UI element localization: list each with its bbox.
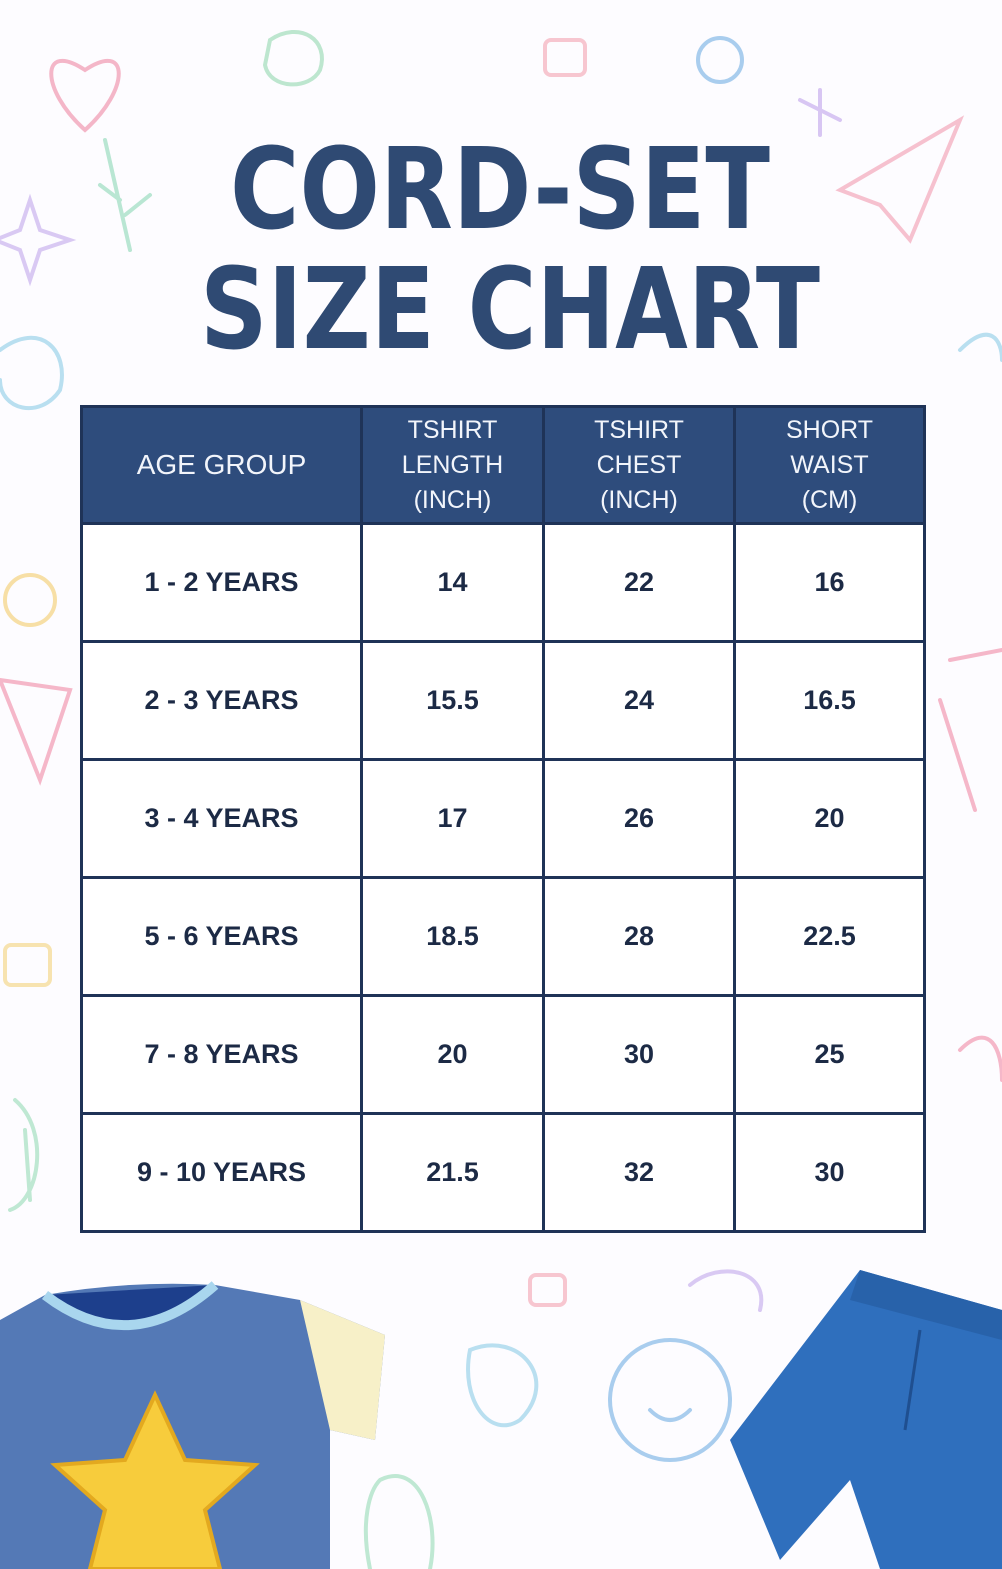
table-cell: 24 (542, 640, 736, 761)
table-row: 9 - 10 YEARS 21.5 32 30 (80, 1112, 926, 1233)
title-line: SIZE CHART (200, 245, 820, 375)
header-cell: AGE GROUP (80, 405, 363, 525)
table-cell: 30 (733, 1112, 926, 1233)
table-cell: 30 (542, 994, 736, 1115)
table-cell: 28 (542, 876, 736, 997)
header-text: SHORT WAIST (CM) (785, 415, 874, 514)
table-cell: 25 (733, 994, 926, 1115)
title-block: CORD-SET SIZE CHART (200, 125, 820, 375)
table-row: 5 - 6 YEARS 18.5 28 22.5 (80, 876, 926, 997)
header-cell: SHORT WAIST (CM) (733, 405, 926, 525)
table-row: 3 - 4 YEARS 17 26 20 (80, 758, 926, 879)
table-cell: 17 (360, 758, 545, 879)
title-line: CORD-SET (230, 125, 770, 255)
header-row: AGE GROUP TSHIRT LENGTH (INCH) TSHIRT CHES… (80, 405, 926, 525)
table-cell: 16.5 (733, 640, 926, 761)
header-text: TSHIRT LENGTH (INCH) (401, 415, 504, 514)
table-body: 1 - 2 YEARS 14 22 16 2 - 3 YEARS 15.5 24 16.5 3 … (80, 522, 926, 1233)
header-text: TSHIRT CHEST (INCH) (594, 415, 684, 514)
table-cell: 7 - 8 YEARS (80, 994, 363, 1115)
table-row: 2 - 3 YEARS 15.5 24 16.5 (80, 640, 926, 761)
table-row: 1 - 2 YEARS 14 22 16 (80, 522, 926, 643)
table-cell: 32 (542, 1112, 736, 1233)
table-cell: 15.5 (360, 640, 545, 761)
header-cell: TSHIRT CHEST (INCH) (542, 405, 736, 525)
table-cell: 20 (360, 994, 545, 1115)
size-table: AGE GROUP TSHIRT LENGTH (INCH) TSHIRT CHES… (80, 405, 926, 1233)
table-cell: 20 (733, 758, 926, 879)
table-cell: 26 (542, 758, 736, 879)
table-cell: 9 - 10 YEARS (80, 1112, 363, 1233)
table-cell: 18.5 (360, 876, 545, 997)
doodles (0, 29, 1002, 1569)
table-row: 7 - 8 YEARS 20 30 25 (80, 994, 926, 1115)
table-cell: 14 (360, 522, 545, 643)
table-cell: 21.5 (360, 1112, 545, 1233)
table-cell: 22.5 (733, 876, 926, 997)
header-text: AGE GROUP (136, 448, 307, 480)
header-cell: TSHIRT LENGTH (INCH) (360, 405, 545, 525)
tshirt-illustration (0, 1281, 385, 1569)
table-cell: 3 - 4 YEARS (80, 758, 363, 879)
table-cell: 1 - 2 YEARS (80, 522, 363, 643)
shorts-illustration (730, 1270, 1002, 1569)
table-cell: 2 - 3 YEARS (80, 640, 363, 761)
table-cell: 5 - 6 YEARS (80, 876, 363, 997)
table-cell: 22 (542, 522, 736, 643)
table-cell: 16 (733, 522, 926, 643)
